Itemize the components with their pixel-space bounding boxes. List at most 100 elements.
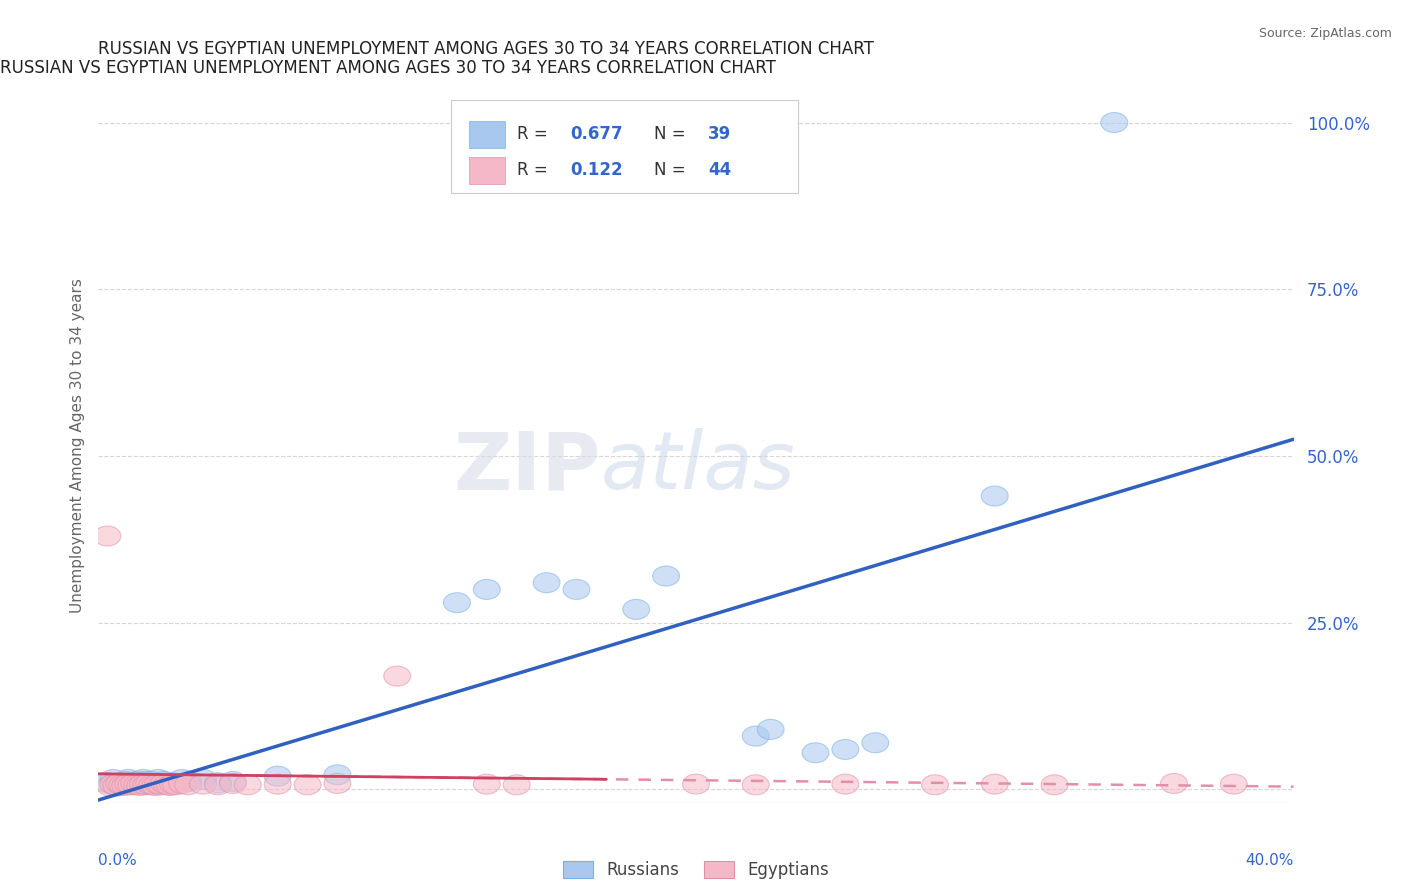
Ellipse shape (384, 666, 411, 686)
Ellipse shape (204, 775, 232, 795)
Ellipse shape (118, 775, 145, 795)
Y-axis label: Unemployment Among Ages 30 to 34 years: Unemployment Among Ages 30 to 34 years (69, 278, 84, 614)
Text: RUSSIAN VS EGYPTIAN UNEMPLOYMENT AMONG AGES 30 TO 34 YEARS CORRELATION CHART: RUSSIAN VS EGYPTIAN UNEMPLOYMENT AMONG A… (98, 40, 875, 58)
Ellipse shape (1160, 773, 1188, 794)
Ellipse shape (323, 773, 352, 794)
Ellipse shape (921, 775, 949, 795)
Ellipse shape (127, 775, 153, 796)
Ellipse shape (533, 573, 560, 592)
Ellipse shape (115, 774, 142, 794)
Ellipse shape (219, 773, 246, 794)
Ellipse shape (156, 775, 184, 796)
Ellipse shape (264, 774, 291, 794)
FancyBboxPatch shape (470, 121, 505, 148)
Ellipse shape (190, 770, 217, 789)
Ellipse shape (124, 775, 150, 795)
Ellipse shape (562, 580, 591, 599)
Ellipse shape (97, 776, 124, 797)
Ellipse shape (112, 775, 139, 796)
Ellipse shape (742, 775, 769, 795)
Text: R =: R = (517, 125, 553, 143)
Ellipse shape (100, 770, 127, 789)
Ellipse shape (105, 772, 132, 793)
Ellipse shape (474, 580, 501, 599)
Ellipse shape (323, 764, 352, 785)
Ellipse shape (129, 774, 156, 794)
Ellipse shape (742, 726, 769, 746)
Legend: Russians, Egyptians: Russians, Egyptians (554, 853, 838, 888)
Text: ZIP: ZIP (453, 428, 600, 507)
Text: 0.122: 0.122 (571, 161, 623, 178)
Ellipse shape (118, 772, 145, 793)
Text: 39: 39 (709, 125, 731, 143)
Ellipse shape (163, 775, 190, 795)
Ellipse shape (94, 526, 121, 546)
Ellipse shape (682, 774, 710, 794)
Ellipse shape (150, 773, 177, 794)
Ellipse shape (190, 774, 217, 794)
Ellipse shape (981, 774, 1008, 794)
Text: RUSSIAN VS EGYPTIAN UNEMPLOYMENT AMONG AGES 30 TO 34 YEARS CORRELATION CHART: RUSSIAN VS EGYPTIAN UNEMPLOYMENT AMONG A… (0, 59, 776, 77)
Ellipse shape (174, 775, 201, 795)
Ellipse shape (623, 599, 650, 619)
Ellipse shape (115, 770, 142, 789)
Text: 0.0%: 0.0% (98, 853, 138, 868)
Ellipse shape (145, 774, 172, 794)
Ellipse shape (294, 775, 321, 795)
Ellipse shape (652, 566, 679, 586)
Ellipse shape (264, 766, 291, 786)
Ellipse shape (103, 776, 129, 797)
Ellipse shape (169, 770, 195, 789)
Ellipse shape (108, 774, 136, 794)
Ellipse shape (832, 774, 859, 794)
Ellipse shape (132, 772, 160, 791)
Ellipse shape (862, 732, 889, 753)
Ellipse shape (94, 772, 121, 793)
Text: 44: 44 (709, 161, 731, 178)
Text: R =: R = (517, 161, 558, 178)
Ellipse shape (204, 772, 232, 793)
Ellipse shape (142, 775, 169, 796)
FancyBboxPatch shape (451, 100, 797, 193)
Text: N =: N = (654, 161, 690, 178)
Ellipse shape (136, 773, 163, 794)
Ellipse shape (112, 772, 139, 791)
Ellipse shape (1101, 112, 1128, 133)
Ellipse shape (100, 774, 127, 794)
Ellipse shape (832, 739, 859, 759)
Ellipse shape (136, 774, 163, 794)
Ellipse shape (981, 486, 1008, 506)
Ellipse shape (142, 772, 169, 793)
Ellipse shape (150, 772, 177, 791)
Ellipse shape (1220, 774, 1247, 794)
Ellipse shape (219, 772, 246, 791)
Ellipse shape (474, 774, 501, 794)
Text: 40.0%: 40.0% (1246, 853, 1294, 868)
Ellipse shape (103, 775, 129, 796)
Text: 0.677: 0.677 (571, 125, 623, 143)
Ellipse shape (121, 773, 148, 794)
Ellipse shape (503, 775, 530, 795)
Text: Source: ZipAtlas.com: Source: ZipAtlas.com (1258, 27, 1392, 40)
Ellipse shape (121, 774, 148, 794)
Ellipse shape (1040, 775, 1069, 795)
Ellipse shape (758, 720, 785, 739)
Ellipse shape (105, 773, 132, 794)
Ellipse shape (129, 770, 156, 789)
Ellipse shape (443, 592, 471, 613)
Ellipse shape (160, 772, 187, 793)
Ellipse shape (801, 743, 830, 763)
Ellipse shape (139, 772, 166, 791)
Ellipse shape (148, 775, 174, 795)
Ellipse shape (235, 775, 262, 795)
Ellipse shape (174, 772, 201, 791)
Ellipse shape (153, 775, 180, 795)
Ellipse shape (145, 770, 172, 789)
Ellipse shape (169, 773, 195, 794)
Text: N =: N = (654, 125, 690, 143)
Text: atlas: atlas (600, 428, 796, 507)
Ellipse shape (108, 775, 136, 795)
Ellipse shape (160, 774, 187, 794)
Ellipse shape (132, 775, 160, 795)
FancyBboxPatch shape (470, 157, 505, 184)
